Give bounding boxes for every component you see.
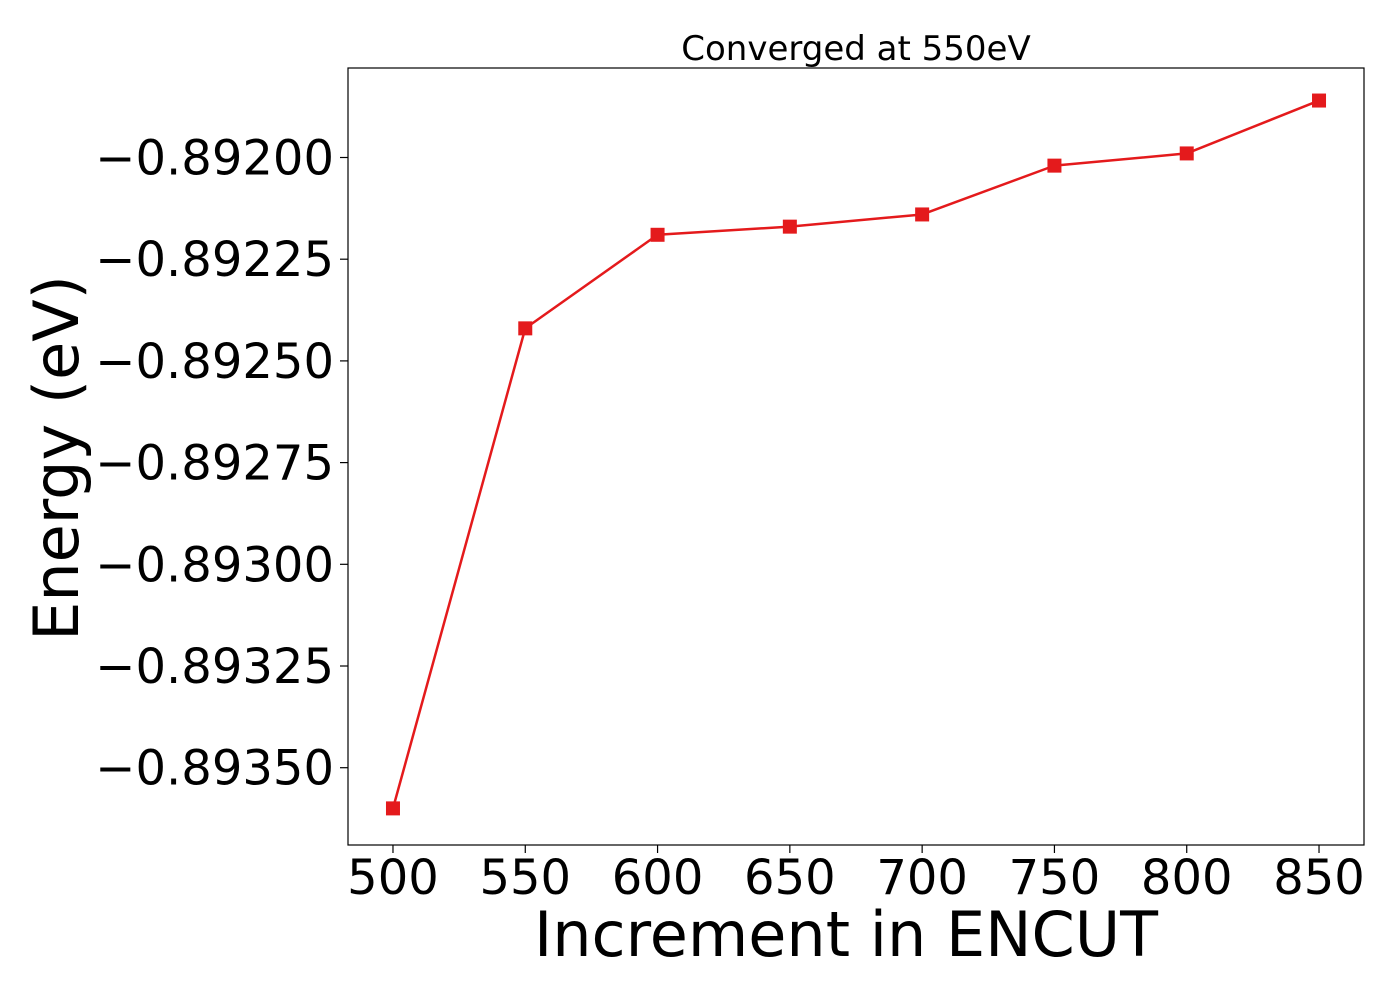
data-point-marker: [385, 801, 400, 816]
chart-title: Converged at 550eV: [681, 29, 1030, 69]
data-point-marker: [1179, 146, 1194, 161]
x-tick-label: 650: [744, 850, 836, 906]
x-tick-label: 850: [1273, 850, 1365, 906]
x-tick-label: 550: [479, 850, 571, 906]
x-tick-label: 750: [1009, 850, 1101, 906]
data-point-marker: [1312, 93, 1327, 108]
y-tick-label: −0.89300: [95, 537, 334, 593]
y-tick-label: −0.89200: [95, 130, 334, 186]
y-tick-label: −0.89225: [95, 232, 334, 288]
data-point-marker: [518, 321, 533, 336]
x-tick-label: 700: [876, 850, 968, 906]
series-layer: [385, 93, 1327, 816]
x-axis-label: Increment in ENCUT: [534, 898, 1159, 971]
x-tick-label: 500: [347, 850, 439, 906]
data-point-marker: [782, 219, 797, 234]
y-tick-label: −0.89250: [95, 334, 334, 390]
x-tick-label: 800: [1141, 850, 1233, 906]
y-tick-label: −0.89275: [95, 436, 334, 492]
y-tick-label: −0.89325: [95, 639, 334, 695]
data-point-marker: [915, 207, 930, 222]
plot-frame: [347, 67, 1365, 846]
plot-area: [347, 67, 1365, 846]
series-line: [391, 99, 1320, 809]
data-point-marker: [650, 227, 665, 242]
axis-ticks: 500 550 600 650 700 750 800 850 −0.89350 −0.89325…: [95, 130, 1365, 906]
y-tick-label: −0.89350: [95, 741, 334, 797]
data-point-marker: [1047, 158, 1062, 173]
x-tick-label: 600: [612, 850, 704, 906]
y-axis-label: Energy (eV): [20, 275, 93, 641]
